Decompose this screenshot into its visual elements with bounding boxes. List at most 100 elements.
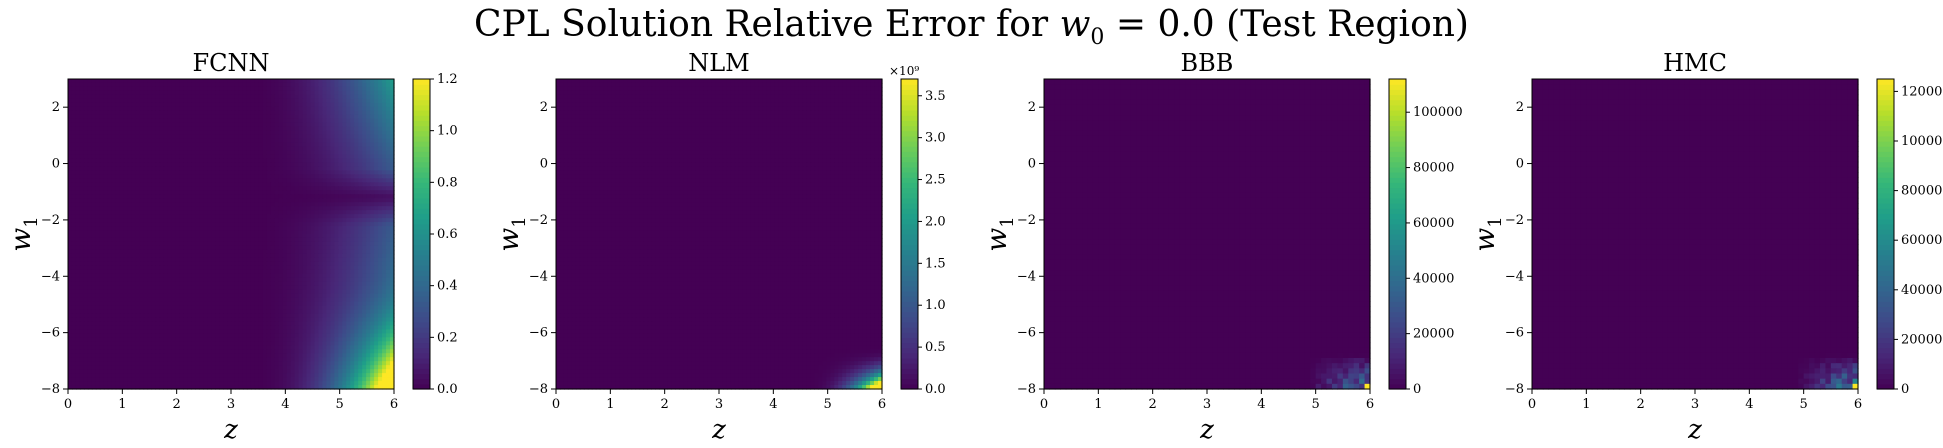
heatmap-cell — [290, 237, 296, 243]
heatmap-cell — [151, 122, 157, 128]
heatmap-cell — [199, 198, 204, 203]
heatmap-cell — [227, 98, 232, 104]
heatmap-cell — [262, 214, 268, 219]
heatmap-cell — [87, 174, 93, 179]
heatmap-cell — [71, 86, 77, 92]
heatmap-cell — [262, 146, 268, 152]
heatmap-cell — [286, 114, 292, 120]
heatmap-cell — [250, 79, 256, 84]
heatmap-cell — [199, 142, 204, 148]
heatmap-cell — [119, 265, 125, 271]
heatmap-cell — [207, 257, 212, 263]
heatmap-cell — [179, 134, 184, 140]
heatmap-cell — [183, 82, 188, 88]
heatmap-cell — [374, 90, 379, 96]
heatmap-cell — [95, 110, 101, 116]
heatmap-cell — [215, 277, 220, 283]
heatmap-cell — [338, 162, 343, 168]
heatmap-cell — [143, 313, 149, 319]
heatmap-cell — [342, 146, 347, 152]
heatmap-cell — [159, 253, 165, 259]
heatmap-cell — [199, 79, 204, 84]
heatmap-cell — [322, 182, 328, 187]
heatmap-cell — [250, 206, 256, 211]
heatmap-cell — [99, 305, 105, 311]
heatmap-cell — [227, 289, 232, 295]
figure-title: CPL Solution Relative Error for w0 = 0.0… — [0, 2, 1943, 61]
heatmap-cell — [310, 230, 316, 235]
heatmap-cell — [151, 142, 157, 148]
heatmap-cell — [203, 237, 208, 243]
heatmap-cell — [135, 234, 141, 239]
heatmap-cell — [203, 234, 208, 239]
heatmap-cell — [83, 309, 89, 315]
heatmap-cell — [362, 110, 367, 116]
heatmap-cell — [203, 226, 208, 231]
heatmap-cell — [171, 110, 176, 116]
heatmap-cell — [223, 289, 228, 295]
heatmap-cell — [227, 178, 232, 183]
heatmap-cell — [354, 98, 359, 104]
heatmap-cell — [135, 293, 141, 299]
heatmap-cell — [298, 245, 304, 251]
heatmap-cell — [318, 301, 324, 307]
heatmap-cell — [374, 269, 379, 275]
heatmap-cell — [155, 98, 161, 104]
heatmap-cell — [278, 309, 284, 315]
heatmap-cell — [219, 158, 224, 164]
heatmap-cell — [95, 309, 101, 315]
heatmap-cell — [306, 218, 312, 223]
heatmap-cell — [302, 301, 308, 307]
heatmap-cell — [358, 114, 363, 120]
heatmap-cell — [310, 313, 316, 319]
heatmap-cell — [171, 138, 176, 144]
heatmap-cell — [318, 265, 324, 271]
heatmap-cell — [191, 94, 196, 100]
heatmap-cell — [306, 253, 312, 259]
heatmap-cell — [183, 166, 188, 172]
heatmap-cell — [326, 106, 331, 112]
heatmap-cell — [159, 162, 165, 168]
heatmap-cell — [119, 174, 125, 179]
heatmap-cell — [290, 218, 296, 223]
heatmap-cell — [179, 301, 184, 307]
heatmap-cell — [282, 94, 288, 100]
heatmap-cell — [99, 210, 105, 215]
heatmap-cell — [231, 222, 236, 227]
heatmap-cell — [266, 190, 272, 195]
heatmap-cell — [91, 98, 97, 104]
heatmap-cell — [211, 138, 216, 144]
heatmap-cell — [334, 198, 339, 203]
heatmap-cell — [314, 218, 320, 223]
heatmap-cell — [119, 182, 125, 187]
heatmap-cell — [75, 245, 81, 251]
heatmap-cell — [310, 90, 316, 96]
heatmap-cell — [147, 166, 153, 172]
heatmap-cell — [338, 82, 343, 88]
heatmap-cell — [242, 241, 248, 247]
heatmap-cell — [342, 110, 347, 116]
heatmap-cell — [274, 206, 280, 211]
heatmap-cell — [171, 226, 176, 231]
heatmap-cell — [298, 230, 304, 235]
heatmap-cell — [127, 222, 133, 227]
heatmap-cell — [342, 226, 347, 231]
heatmap-cell — [234, 309, 240, 315]
heatmap-cell — [171, 182, 176, 187]
heatmap-cell — [338, 245, 343, 251]
heatmap-cell — [246, 269, 252, 275]
heatmap-cell — [187, 253, 192, 259]
heatmap-cell — [330, 178, 335, 183]
heatmap-cell — [262, 150, 268, 156]
heatmap-cell — [390, 293, 395, 299]
heatmap-cell — [346, 202, 351, 207]
heatmap-cell — [338, 142, 343, 148]
heatmap-cell — [258, 166, 264, 172]
heatmap-cell — [159, 102, 165, 108]
heatmap-cell — [83, 297, 89, 303]
heatmap-cell — [318, 269, 324, 275]
heatmap-cell — [282, 126, 288, 132]
heatmap-cell — [199, 98, 204, 104]
heatmap-cell — [231, 158, 236, 164]
heatmap-cell — [370, 269, 375, 275]
